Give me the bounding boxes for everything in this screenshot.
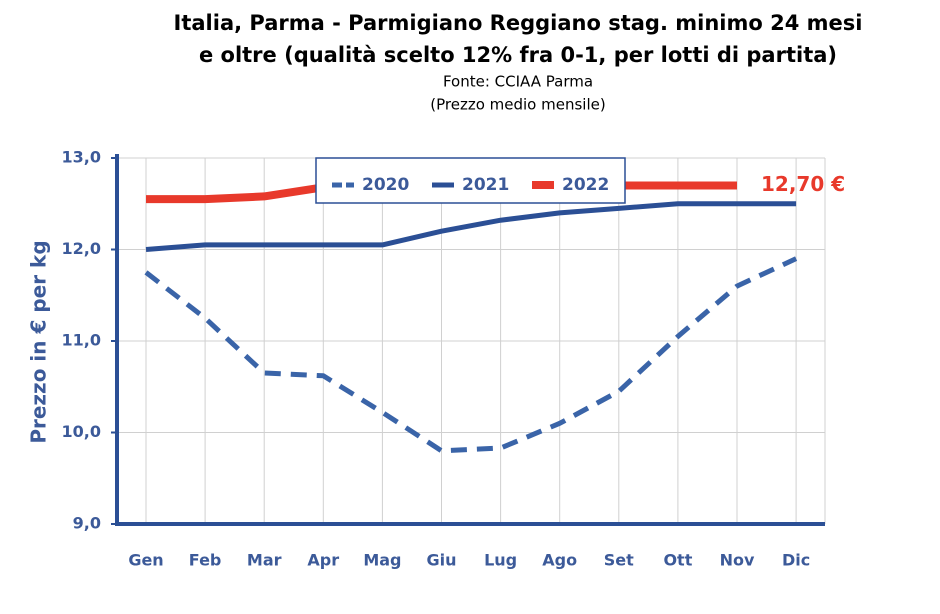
x-tick-label: Mag: [363, 551, 401, 570]
x-tick-label: Ott: [663, 551, 692, 570]
annotation: 12,70 €: [761, 172, 845, 196]
x-tick-label: Apr: [307, 551, 339, 570]
x-tick-label: Ago: [542, 551, 577, 570]
y-axis-label: Prezzo in € per kg: [27, 240, 51, 443]
chart-title: e oltre (qualità scelto 12% fra 0-1, per…: [199, 43, 837, 67]
x-tick-label: Lug: [484, 551, 517, 570]
y-tick-label: 10,0: [62, 422, 101, 441]
y-tick-label: 11,0: [62, 331, 101, 350]
x-tick-label: Dic: [782, 551, 810, 570]
x-tick-label: Mar: [247, 551, 282, 570]
legend-box: [315, 157, 626, 204]
line-series: [144, 256, 798, 454]
x-tick-label: Gen: [128, 551, 163, 570]
legend-label: 2020: [362, 175, 409, 195]
y-tick-label: 9,0: [73, 514, 101, 533]
x-tick-label: Giu: [426, 551, 456, 570]
chart-title: Italia, Parma - Parmigiano Reggiano stag…: [174, 11, 863, 35]
chart-subtitle: Fonte: CCIAA Parma: [443, 73, 593, 91]
legend-label: 2022: [562, 175, 609, 195]
x-tick-label: Nov: [720, 551, 755, 570]
x-tick-label: Set: [604, 551, 634, 570]
legend-label: 2021: [462, 175, 509, 195]
line-series: [145, 201, 797, 252]
chart-subtitle: (Prezzo medio mensile): [430, 96, 605, 114]
y-tick-label: 12,0: [62, 239, 101, 258]
y-tick-label: 13,0: [62, 148, 101, 167]
x-tick-label: Feb: [189, 551, 222, 570]
